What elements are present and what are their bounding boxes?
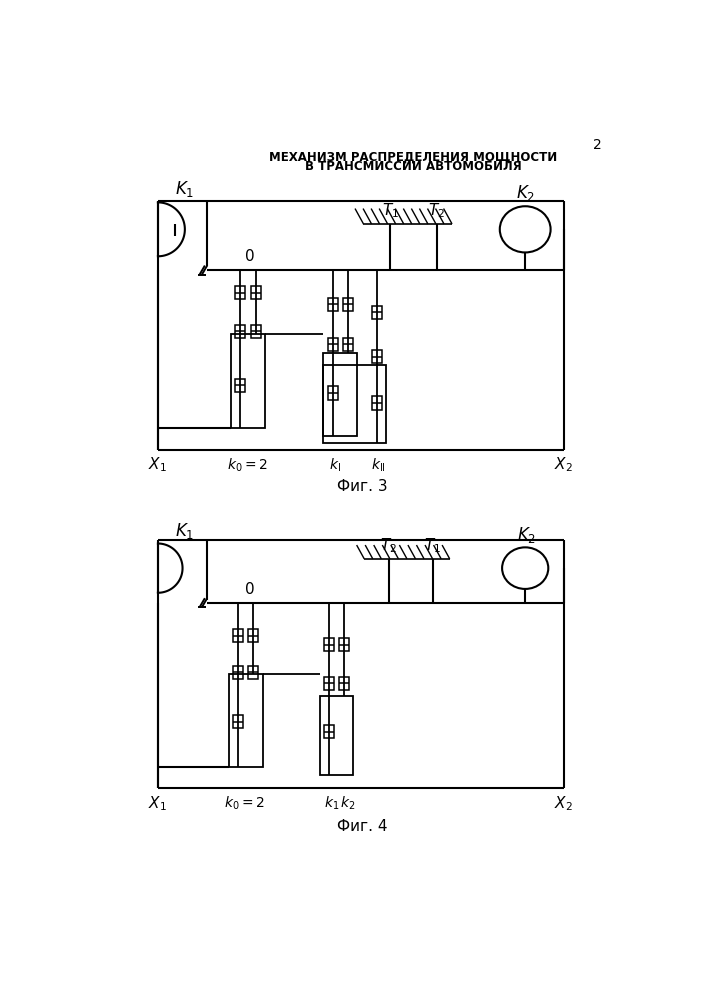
Text: МЕХАНИЗМ РАСПРЕДЕЛЕНИЯ МОЩНОСТИ: МЕХАНИЗМ РАСПРЕДЕЛЕНИЯ МОЩНОСТИ (269, 150, 558, 163)
Text: $\it{X}_1$: $\it{X}_1$ (148, 456, 168, 474)
Bar (327, 386, 338, 400)
Bar (327, 338, 338, 351)
Bar (343, 298, 353, 311)
Text: $\it{T}_2$: $\it{T}_2$ (428, 201, 445, 220)
Bar (229, 674, 262, 767)
Text: 0: 0 (245, 582, 255, 597)
Bar (324, 353, 357, 436)
Text: $\it{K}_1$: $\it{K}_1$ (175, 179, 194, 199)
Ellipse shape (502, 547, 549, 589)
Text: $\it{X}_1$: $\it{X}_1$ (148, 794, 168, 813)
Bar (320, 696, 354, 774)
Bar (233, 715, 243, 728)
Bar (372, 350, 382, 363)
Bar (339, 638, 349, 651)
Bar (343, 338, 353, 351)
Bar (372, 306, 382, 319)
Text: $\it{T}_1$: $\it{T}_1$ (382, 201, 399, 220)
Bar (251, 286, 261, 299)
Text: $\it{K}_2$: $\it{K}_2$ (516, 183, 535, 203)
Text: $\it{K}_1$: $\it{K}_1$ (175, 521, 194, 541)
Text: В ТРАНСМИССИИ АВТОМОБИЛЯ: В ТРАНСМИССИИ АВТОМОБИЛЯ (305, 160, 522, 173)
Bar (339, 677, 349, 690)
Text: $\it{k}_{\rm II}$: $\it{k}_{\rm II}$ (371, 456, 386, 474)
Text: $\it{T}_1$: $\it{T}_1$ (424, 536, 441, 555)
Bar (233, 666, 243, 679)
Text: $\it{X}_2$: $\it{X}_2$ (554, 456, 573, 474)
Bar (235, 325, 245, 338)
Bar (231, 334, 265, 428)
Text: $\it{k}_0{=}2$: $\it{k}_0{=}2$ (228, 456, 269, 474)
Bar (248, 629, 258, 642)
Bar (248, 666, 258, 679)
Bar (327, 298, 338, 311)
Bar (235, 286, 245, 299)
Text: 2: 2 (593, 138, 602, 152)
Bar (235, 379, 245, 392)
Text: 0: 0 (245, 249, 255, 264)
Text: $\it{k}_1$: $\it{k}_1$ (324, 795, 339, 812)
Text: $\it{X}_2$: $\it{X}_2$ (554, 794, 573, 813)
Bar (324, 638, 334, 651)
Bar (324, 725, 334, 738)
Text: $\it{k}_0{=}2$: $\it{k}_0{=}2$ (223, 795, 264, 812)
Text: $\it{k}_{\rm I}$: $\it{k}_{\rm I}$ (329, 456, 341, 474)
Bar (372, 396, 382, 410)
Ellipse shape (500, 206, 551, 252)
Bar (233, 629, 243, 642)
Text: Фиг. 4: Фиг. 4 (337, 819, 387, 834)
Text: $\it{T}_2$: $\it{T}_2$ (380, 536, 397, 555)
Text: $\it{K}_2$: $\it{K}_2$ (518, 525, 537, 545)
Bar (324, 677, 334, 690)
Bar (324, 365, 386, 443)
Text: Фиг. 3: Фиг. 3 (337, 479, 387, 494)
Text: $\it{k}_2$: $\it{k}_2$ (341, 795, 356, 812)
Bar (251, 325, 261, 338)
